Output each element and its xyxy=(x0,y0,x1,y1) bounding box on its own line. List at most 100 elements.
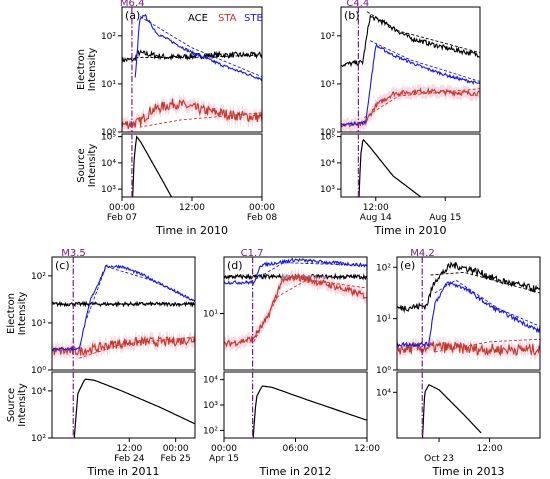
y-tick-label: 10³ xyxy=(320,185,335,195)
series-line-sta xyxy=(341,86,480,128)
y-tick-label: 10¹ xyxy=(31,319,46,329)
panel-label: (b) xyxy=(344,9,360,22)
series-line-stb xyxy=(134,13,262,82)
fit-line-sta xyxy=(434,338,540,353)
fit-line-ace xyxy=(430,272,540,294)
source-intensity-line xyxy=(73,378,195,438)
y-tick-label: 10⁴ xyxy=(376,388,391,398)
y-tick-label: 10³ xyxy=(203,401,218,411)
top-panel-frame xyxy=(396,256,541,371)
x-tick-date: Oct 23 xyxy=(424,454,454,464)
x-tick-date: Feb 07 xyxy=(107,213,137,223)
top-series-group xyxy=(224,257,367,353)
source-intensity-line xyxy=(421,384,482,438)
x-tick-date: Feb 25 xyxy=(161,454,191,464)
y-axis-label-bottom: Source xyxy=(76,148,87,182)
x-tick-date: Aug 15 xyxy=(429,213,461,223)
bottom-series-group xyxy=(358,138,422,197)
y-tick-label: 10² xyxy=(203,426,218,436)
y-axis-label-bottom: Intensity xyxy=(87,144,98,188)
x-tick-date: Feb 24 xyxy=(114,454,145,464)
fit-line-sta xyxy=(253,279,367,343)
legend-entry-sta: STA xyxy=(218,13,237,24)
fit-line-stb xyxy=(86,266,195,319)
x-tick-date: Aug 14 xyxy=(360,213,392,223)
y-tick-label: 10⁰ xyxy=(376,366,391,376)
x-tick-label: 12:00 xyxy=(179,203,205,213)
y-tick-label: 10⁵ xyxy=(320,133,335,143)
y-tick-label: 10⁰ xyxy=(320,128,335,138)
legend-entry-stb: STB xyxy=(244,13,263,24)
flare-class-label: C1.7 xyxy=(241,248,264,259)
series-line-sta xyxy=(397,341,540,357)
top-panel-frame xyxy=(51,256,196,371)
y-tick-label: 10¹ xyxy=(320,80,335,90)
x-axis-label: Time in 2010 xyxy=(155,224,228,237)
series-line-ace xyxy=(52,300,195,308)
y-tick-label: 10⁴ xyxy=(101,159,116,169)
series-line-stb xyxy=(52,264,195,352)
y-axis-label-top: Intensity xyxy=(17,292,28,336)
fit-line-sta xyxy=(78,336,195,359)
flare-class-label: M4.2 xyxy=(410,248,435,259)
x-tick-label: 00:00 xyxy=(163,444,189,454)
series-line-ace xyxy=(397,261,540,314)
x-tick-label: 12:00 xyxy=(477,444,503,454)
bottom-series-group xyxy=(73,378,195,438)
y-axis-label-top: Electron xyxy=(76,49,87,90)
sta-error-band xyxy=(224,268,367,353)
bottom-panel-frame xyxy=(396,371,541,439)
y-tick-label: 10⁴ xyxy=(203,376,218,386)
y-tick-label: 10² xyxy=(376,263,391,273)
x-tick-date: Feb 08 xyxy=(247,213,278,223)
x-tick-label: 00:00 xyxy=(249,203,275,213)
y-axis-label-bottom: Intensity xyxy=(17,383,28,427)
fit-line-ace xyxy=(135,54,262,58)
y-tick-label: 10⁰ xyxy=(101,128,116,138)
x-tick-label: 06:00 xyxy=(283,444,309,454)
y-axis-label-top: Intensity xyxy=(87,48,98,92)
top-panel-frame xyxy=(340,6,481,133)
y-tick-label: 10¹ xyxy=(101,80,116,90)
y-axis-label-top: Electron xyxy=(6,293,17,334)
flare-class-label: C4.4 xyxy=(346,0,369,9)
y-tick-label: 10² xyxy=(31,272,46,282)
flare-class-label: M3.5 xyxy=(61,248,86,259)
x-tick-label: 00:00 xyxy=(211,444,237,454)
x-tick-label: 12:00 xyxy=(354,444,380,454)
top-series-group xyxy=(52,264,195,362)
fit-line-stb xyxy=(254,262,367,280)
panel-label: (c) xyxy=(55,259,70,272)
bottom-series-group xyxy=(421,384,482,438)
top-series-group xyxy=(397,261,540,362)
source-intensity-line xyxy=(252,385,367,438)
x-axis-label: Time in 2011 xyxy=(87,465,160,478)
x-axis-label: Time in 2013 xyxy=(432,465,505,478)
y-tick-label: 10¹ xyxy=(203,310,218,320)
fit-line-sta xyxy=(139,112,262,128)
y-tick-label: 10⁰ xyxy=(31,366,46,376)
bottom-panel-frame xyxy=(121,133,263,198)
y-tick-label: 10² xyxy=(101,32,116,42)
x-axis-label: Time in 2010 xyxy=(374,224,447,237)
y-axis-label-bottom: Source xyxy=(6,388,17,422)
legend-entry-ace: ACE xyxy=(188,13,208,24)
x-tick-label: 00:00 xyxy=(109,203,135,213)
x-tick-label: 12:00 xyxy=(363,203,389,213)
sta-error-band xyxy=(122,92,262,135)
series-line-stb xyxy=(224,257,367,285)
source-intensity-line xyxy=(358,138,422,197)
y-tick-label: 10² xyxy=(320,32,335,42)
y-tick-label: 10⁴ xyxy=(31,387,46,397)
series-line-sta xyxy=(224,272,367,348)
x-tick-date: Apr 15 xyxy=(209,454,239,464)
fit-line-ace xyxy=(366,11,480,54)
bottom-panel-frame xyxy=(223,371,368,439)
top-series-group xyxy=(122,13,262,135)
bottom-panel-frame xyxy=(51,371,196,439)
bottom-series-group xyxy=(252,385,367,438)
fit-line-sta xyxy=(363,88,480,118)
top-series-group xyxy=(341,11,480,133)
fit-line-stb xyxy=(434,279,540,327)
